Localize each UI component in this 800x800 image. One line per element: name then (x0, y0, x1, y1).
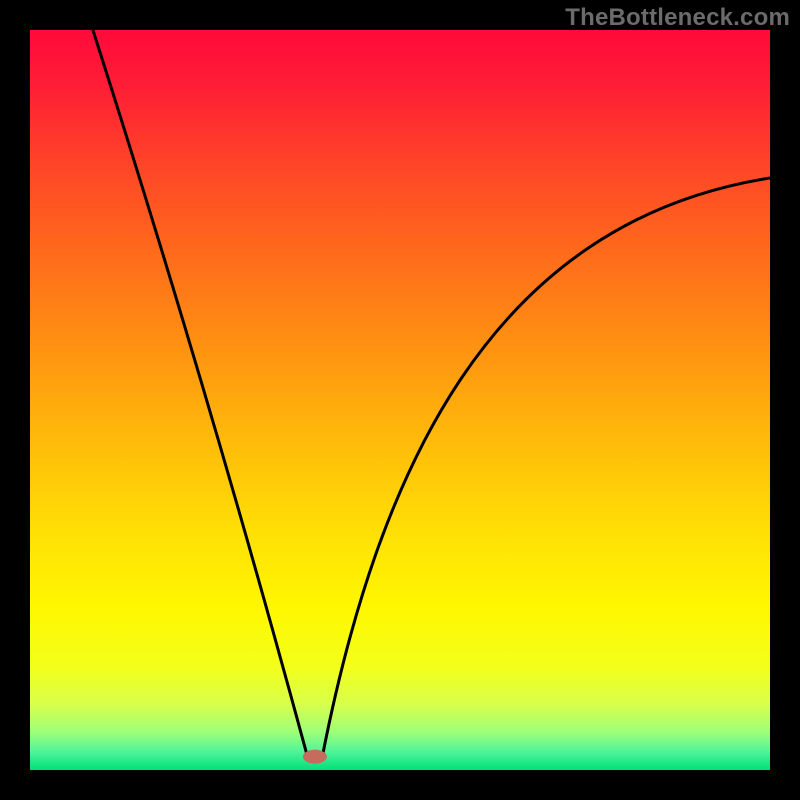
watermark-text: TheBottleneck.com (565, 4, 790, 32)
plot-svg (30, 30, 770, 770)
chart-frame: TheBottleneck.com (0, 0, 800, 800)
gradient-background (30, 30, 770, 770)
plot-area (30, 30, 770, 770)
minimum-marker (303, 750, 327, 764)
